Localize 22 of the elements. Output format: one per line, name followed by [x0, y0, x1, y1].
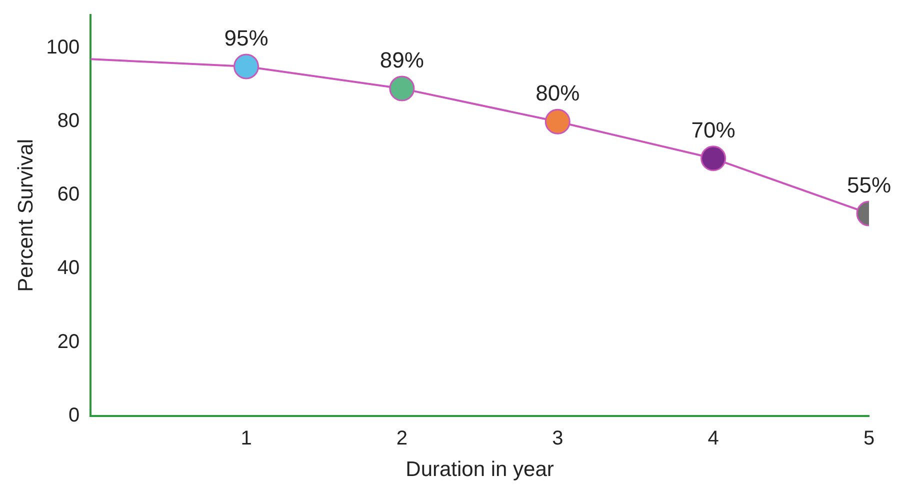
data-label: 95% — [224, 26, 268, 51]
point — [389, 76, 415, 102]
y-tick-label: 60 — [57, 184, 80, 206]
y-axis-title: Percent Survival — [14, 138, 38, 292]
y-tick-label: 100 — [46, 36, 80, 59]
y-tick-label: 80 — [57, 110, 80, 132]
y-tick-label: 40 — [57, 257, 80, 280]
y-tick-label: 0 — [68, 404, 80, 426]
x-tick-label: 3 — [552, 427, 564, 450]
point — [544, 108, 570, 134]
x-tick-label: 2 — [396, 427, 408, 450]
x-tick-label: 1 — [240, 427, 252, 450]
x-tick-label: 5 — [863, 427, 875, 450]
data-label: 70% — [691, 117, 736, 142]
data-label: 89% — [380, 48, 424, 73]
x-tick-label: 4 — [708, 427, 719, 450]
point — [234, 54, 260, 80]
point — [700, 146, 726, 172]
data-label: 80% — [536, 80, 580, 106]
data-label: 55% — [846, 172, 892, 198]
y-tick-label: 20 — [57, 330, 80, 353]
x-axis-title: Duration in year — [406, 458, 554, 482]
